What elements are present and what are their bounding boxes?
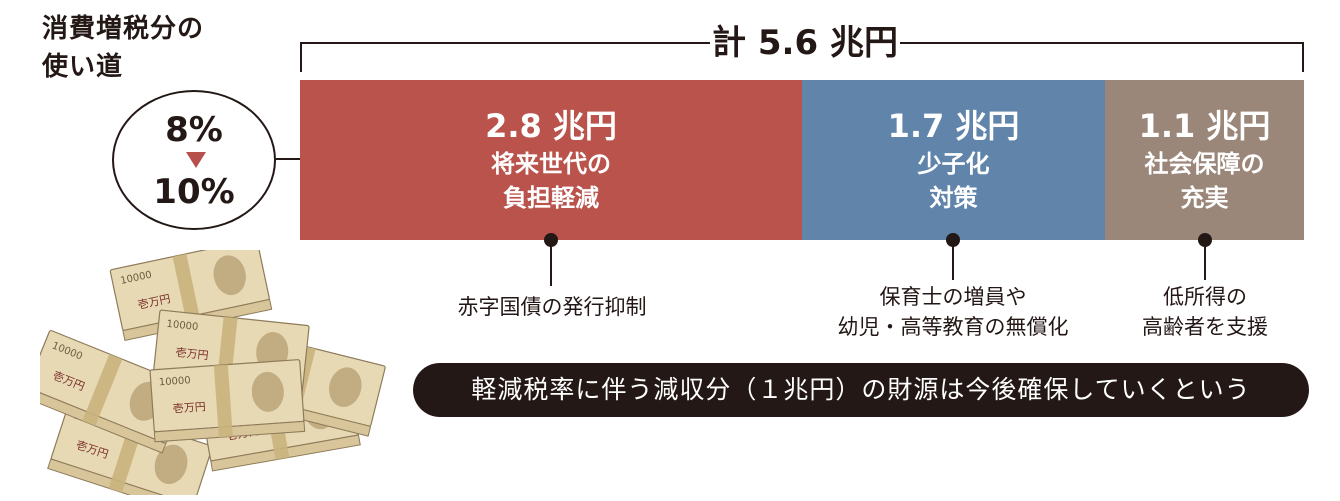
pointer-stem-3 xyxy=(1204,244,1206,280)
segment-future-burden: 2.8 兆円 将来世代の 負担軽減 xyxy=(300,80,802,240)
total-label: 計 5.6 兆円 xyxy=(712,23,898,63)
banknote-stack xyxy=(149,358,306,443)
bracket-top-left xyxy=(300,42,710,44)
note-3-line2: 高齢者を支援 xyxy=(1142,315,1268,339)
note-2-line2: 幼児・高等教育の無償化 xyxy=(837,315,1069,339)
down-triangle-icon xyxy=(186,152,206,168)
pointer-dot-3 xyxy=(1198,233,1212,247)
bracket-top-right xyxy=(900,42,1304,44)
segment-label-line2: 充実 xyxy=(1180,184,1229,212)
note-3-line1: 低所得の xyxy=(1163,285,1247,309)
pointer-dot-2 xyxy=(946,233,960,247)
pointer-stem-2 xyxy=(952,244,954,280)
note-1-line1: 赤字国債の発行抑制 xyxy=(457,295,647,319)
segment-amount: 1.1 兆円 xyxy=(1138,107,1271,145)
note-2: 保育士の増員や 幼児・高等教育の無償化 xyxy=(820,282,1086,342)
diagram-title: 消費増税分の 使い道 xyxy=(42,10,242,86)
bracket-left xyxy=(300,42,302,72)
title-line-2: 使い道 xyxy=(42,52,124,82)
segment-label-line2: 対策 xyxy=(929,184,978,212)
note-2-line1: 保育士の増員や xyxy=(879,285,1027,309)
rate-from: 8% xyxy=(165,110,223,150)
pointer-dot-1 xyxy=(544,233,558,247)
segment-social-security: 1.1 兆円 社会保障の 充実 xyxy=(1105,80,1304,240)
segment-label-line1: 将来世代の xyxy=(491,150,611,178)
banknote-stacks-illustration: 10000 壱万円 xyxy=(40,250,387,495)
segment-label-line1: 少子化 xyxy=(917,150,990,178)
funding-note-banner: 軽減税率に伴う減収分（１兆円）の財源は今後確保していくという xyxy=(413,363,1309,417)
circle-connector-line xyxy=(276,158,300,160)
note-1: 赤字国債の発行抑制 xyxy=(420,292,684,322)
rate-to: 10% xyxy=(153,172,235,212)
pointer-stem-1 xyxy=(550,244,552,286)
segment-amount: 1.7 兆円 xyxy=(887,107,1020,145)
rate-change-circle: 8% 10% xyxy=(112,90,276,230)
segment-label-line2: 負担軽減 xyxy=(503,184,599,212)
segment-childcare: 1.7 兆円 少子化 対策 xyxy=(802,80,1105,240)
note-3: 低所得の 高齢者を支援 xyxy=(1124,282,1286,342)
segment-amount: 2.8 兆円 xyxy=(485,107,617,145)
title-line-1: 消費増税分の xyxy=(42,14,205,44)
bracket-right xyxy=(1302,42,1304,72)
segment-label-line1: 社会保障の xyxy=(1144,150,1265,178)
